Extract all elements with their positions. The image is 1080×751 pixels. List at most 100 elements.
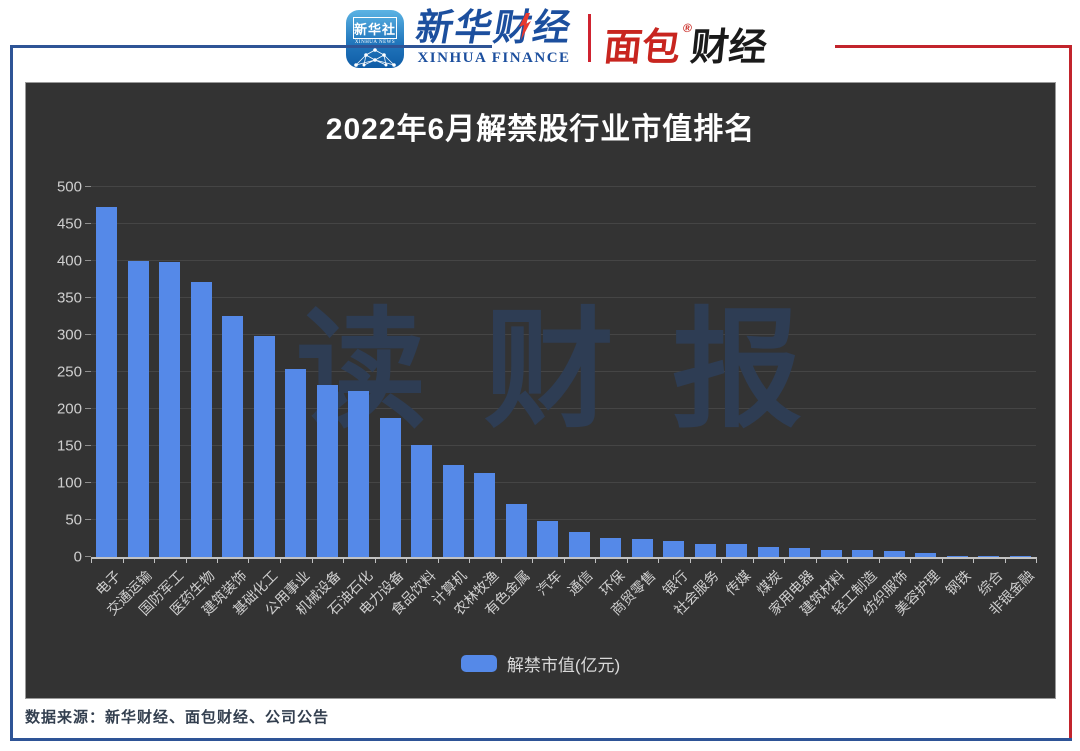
y-axis-tick	[85, 297, 91, 298]
bar	[348, 390, 370, 557]
bar	[505, 503, 527, 557]
y-axis-label: 0	[73, 548, 82, 566]
x-axis-tick	[658, 557, 659, 563]
x-axis-tick	[752, 557, 754, 563]
bar	[726, 544, 748, 557]
legend-swatch	[460, 655, 497, 672]
gridline	[91, 260, 1036, 261]
y-axis-tick	[85, 408, 91, 409]
y-axis-tick	[85, 334, 91, 335]
y-axis-tick	[85, 223, 91, 224]
bar-slot: 机械设备	[293, 187, 344, 618]
bar-slot: 美容护理	[891, 187, 942, 618]
x-axis-tick	[595, 557, 596, 563]
x-axis-label: 通信	[564, 567, 596, 599]
x-axis-tick	[941, 557, 943, 563]
x-axis-tick	[815, 557, 817, 563]
bar-slot: 公用事业	[261, 187, 312, 618]
x-axis-tick	[910, 557, 911, 563]
bar	[411, 444, 433, 557]
bar	[600, 537, 622, 557]
y-axis-label: 250	[56, 363, 82, 381]
bar-slot: 商贸零售	[608, 187, 659, 618]
bar-slot: 综合	[973, 187, 1005, 598]
frame-top-right-line	[835, 45, 1072, 48]
x-axis-tick	[847, 557, 848, 563]
x-axis-tick	[280, 557, 281, 563]
bar	[883, 551, 905, 557]
bar	[537, 520, 559, 557]
frame-bottom-line	[10, 738, 1072, 741]
bar	[946, 555, 968, 557]
frame-top-left-line	[10, 45, 492, 48]
x-axis-tick	[689, 557, 691, 563]
bar	[442, 464, 464, 557]
bar	[96, 206, 118, 557]
app-icon-title: 新华社	[353, 17, 397, 39]
x-axis-tick	[500, 557, 502, 563]
y-axis-tick	[85, 371, 91, 372]
x-axis-tick	[973, 557, 974, 563]
y-axis-tick	[85, 482, 91, 483]
xinhua-finance-en: XINHUA FINANCE	[417, 50, 571, 67]
bar	[757, 546, 779, 557]
bar	[694, 543, 716, 557]
y-axis-label: 50	[65, 511, 82, 529]
xinhua-news-app-icon: 新华社 XINHUA NEWS	[346, 10, 404, 68]
x-axis-tick	[720, 557, 722, 563]
bar-slot: 环保	[595, 187, 627, 598]
y-axis-label: 450	[56, 215, 82, 233]
x-axis-tick	[1036, 557, 1037, 563]
y-axis-label: 200	[56, 400, 82, 418]
x-axis-tick	[532, 557, 533, 563]
y-axis-label: 100	[56, 474, 82, 492]
bar-slot: 国防军工	[135, 187, 186, 618]
bar	[253, 336, 275, 557]
y-axis-label: 500	[56, 178, 82, 196]
bar-slot: 银行	[658, 187, 690, 598]
bar	[1009, 556, 1031, 557]
bar-slot: 煤炭	[753, 187, 785, 598]
bar	[663, 541, 685, 557]
lightning-icon	[519, 12, 531, 40]
x-axis-tick	[154, 557, 155, 563]
app-icon-subtitle: XINHUA NEWS	[354, 40, 396, 45]
x-axis-tick	[469, 557, 470, 563]
gridline	[91, 445, 1036, 446]
x-axis-label: 钢铁	[942, 567, 974, 599]
y-axis-tick	[85, 260, 91, 261]
bar-slot: 食品饮料	[387, 187, 438, 618]
legend: 解禁市值(亿元)	[26, 651, 1055, 676]
bar-slot: 汽车	[532, 187, 564, 598]
bar	[127, 261, 149, 557]
bar	[159, 262, 181, 557]
x-axis-tick	[405, 557, 407, 563]
bar-slot: 轻工制造	[828, 187, 879, 618]
gridline	[91, 334, 1036, 335]
bar-slot: 传媒	[721, 187, 753, 598]
x-axis-tick	[185, 557, 187, 563]
bar-slot: 社会服务	[671, 187, 722, 618]
bar	[379, 417, 401, 557]
gridline	[91, 371, 1036, 372]
frame-right-line	[1069, 45, 1072, 738]
x-axis-tick	[217, 557, 218, 563]
y-axis-tick	[85, 556, 91, 557]
x-axis-tick	[248, 557, 250, 563]
x-axis-label: 传媒	[722, 567, 754, 599]
bars-row: 电子 交通运输 国防军工 医药生物 建筑装饰 基础化工 公用事业 机械设备 石油石化 电力设备 食品…	[91, 187, 1037, 618]
mianbao-cn-red: 面包	[601, 27, 683, 69]
bar	[915, 553, 937, 557]
gridline	[91, 408, 1036, 409]
x-axis-tick	[784, 557, 785, 563]
bar	[789, 548, 811, 557]
y-axis-label: 350	[56, 289, 82, 307]
x-axis-tick	[91, 557, 92, 563]
y-axis-label: 300	[56, 326, 82, 344]
x-axis-tick	[878, 557, 880, 563]
x-axis-tick	[626, 557, 628, 563]
x-axis-tick	[343, 557, 344, 563]
bar	[978, 556, 1000, 557]
gridline	[91, 186, 1036, 187]
